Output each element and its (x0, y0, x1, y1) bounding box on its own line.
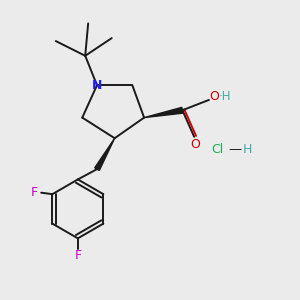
Text: H: H (242, 143, 252, 157)
Text: F: F (74, 249, 81, 262)
Polygon shape (95, 138, 115, 170)
Text: O: O (209, 91, 219, 103)
Text: F: F (31, 186, 38, 199)
Polygon shape (144, 107, 183, 118)
Text: O: O (191, 138, 201, 151)
Text: Cl: Cl (212, 143, 224, 157)
Text: ·H: ·H (219, 91, 231, 103)
Text: N: N (92, 79, 102, 92)
Text: —: — (228, 143, 242, 157)
